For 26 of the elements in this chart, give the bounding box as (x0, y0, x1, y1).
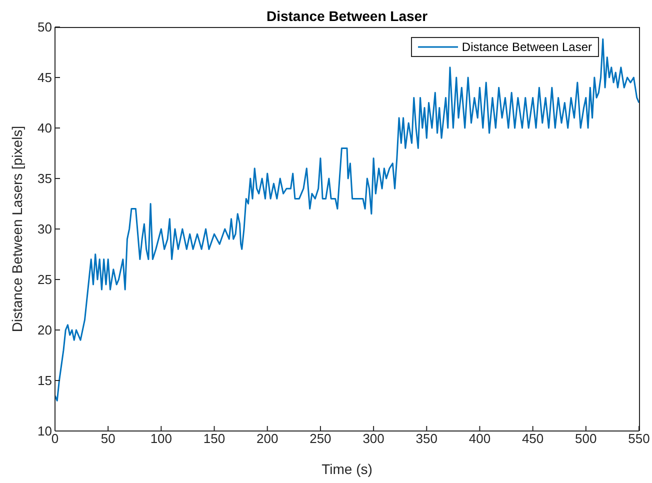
y-tick-label: 40 (38, 120, 52, 136)
y-tick-label: 15 (38, 373, 52, 388)
legend-label: Distance Between Laser (462, 40, 592, 54)
x-tick-label: 450 (522, 431, 544, 446)
x-tick-label: 350 (416, 431, 438, 446)
y-tick-label: 25 (38, 272, 52, 288)
y-tick-label: 10 (38, 424, 52, 439)
x-tick-label: 300 (362, 431, 384, 446)
x-tick-label: 0 (51, 431, 59, 446)
x-tick-label: 100 (150, 431, 172, 446)
x-tick-label: 150 (203, 431, 226, 446)
x-tick-label: 550 (628, 431, 650, 446)
x-axis-title: Time (s) (322, 461, 372, 477)
chart-title: Distance Between Laser (265, 8, 429, 24)
y-tick-label: 45 (38, 70, 52, 86)
x-tick-label: 400 (468, 431, 491, 446)
y-axis-title: Distance Between Lasers [pixels] (9, 126, 25, 332)
x-tick-label: 50 (100, 431, 116, 446)
x-tick-label: 500 (575, 431, 597, 446)
x-tick-label: 200 (256, 431, 278, 446)
y-tick-label: 50 (38, 20, 52, 35)
x-tick-label: 250 (310, 431, 332, 446)
y-tick-label: 30 (38, 222, 52, 237)
y-tick-label: 20 (38, 322, 52, 338)
y-tick-label: 35 (38, 171, 52, 186)
line-series (55, 38, 639, 402)
